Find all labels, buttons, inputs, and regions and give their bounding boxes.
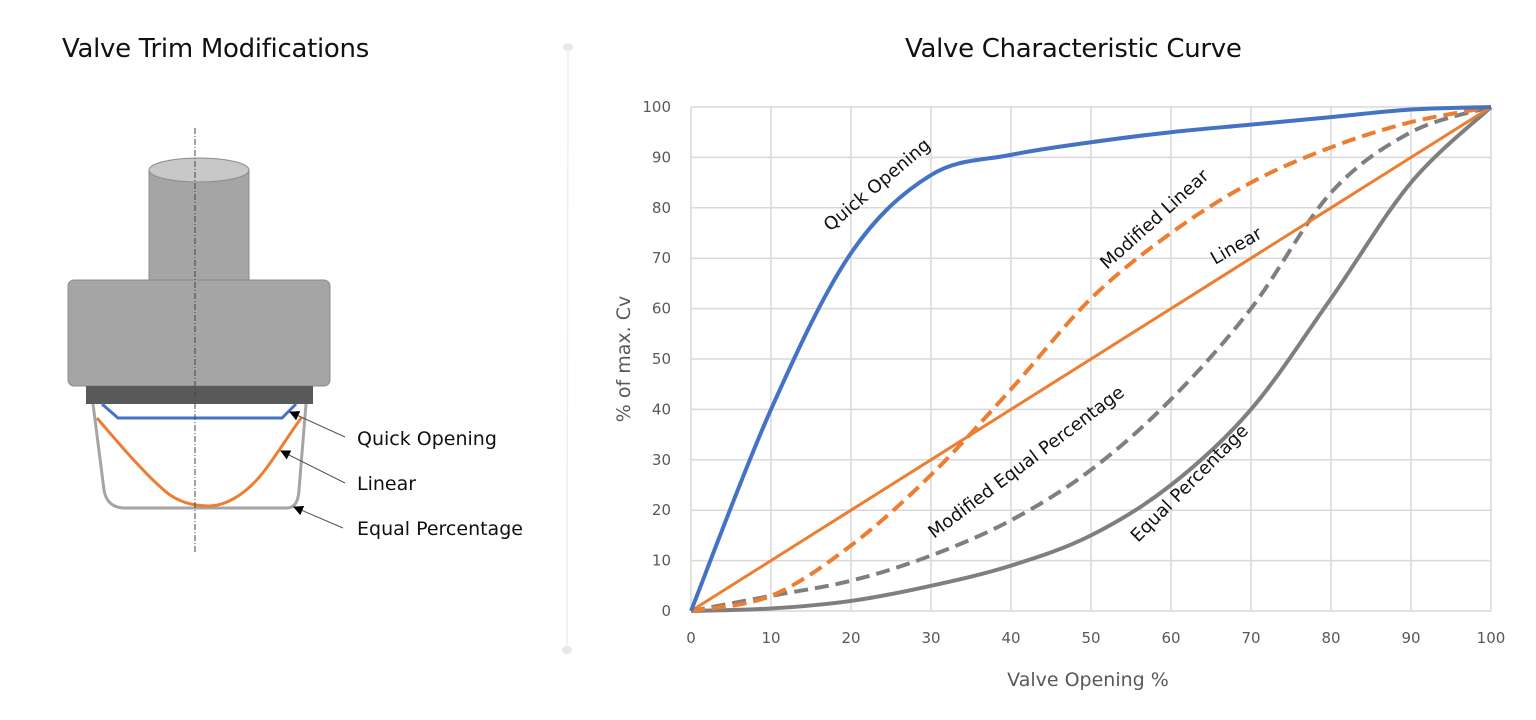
x-axis-ticks: 0 10 20 30 40 50 60 70 80 90 100: [686, 629, 1505, 647]
y-tick-label: 20: [652, 501, 671, 519]
valve-stem: [148, 169, 250, 283]
y-tick-label: 90: [652, 148, 671, 166]
y-tick-label: 0: [661, 602, 671, 620]
quick-opening-label: Quick Opening: [357, 428, 497, 450]
quick-opening-leader-arrow: [289, 411, 346, 438]
x-tick-label: 80: [1321, 629, 1340, 647]
x-tick-label: 60: [1161, 629, 1180, 647]
x-tick-label: 10: [761, 629, 780, 647]
curve-quick-opening: [689, 105, 1492, 612]
y-tick-label: 80: [652, 199, 671, 217]
x-tick-label: 70: [1241, 629, 1260, 647]
equal-percentage-label: Equal Percentage: [357, 518, 523, 540]
y-tick-label: 100: [642, 98, 671, 116]
linear-plug: [95, 416, 304, 508]
y-tick-label: 30: [652, 451, 671, 469]
linear-leader-arrow: [280, 450, 346, 484]
trim-diagram-title: Valve Trim Modifications: [62, 34, 369, 64]
quick-opening-plug: [101, 402, 298, 420]
y-tick-label: 10: [652, 552, 671, 570]
curve-modified-linear: [690, 105, 1492, 613]
x-tick-label: 100: [1477, 629, 1506, 647]
x-tick-label: 30: [921, 629, 940, 647]
x-tick-label: 50: [1081, 629, 1100, 647]
curve-label-linear: Linear: [1207, 223, 1266, 269]
x-tick-label: 20: [841, 629, 860, 647]
valve-body: [67, 279, 331, 387]
y-tick-label: 70: [652, 249, 671, 267]
curve-linear: [690, 105, 1492, 613]
linear-label: Linear: [357, 473, 416, 495]
valve-seat: [86, 386, 313, 404]
equal-percentage-leader-arrow: [293, 505, 344, 529]
chart-title: Valve Characteristic Curve: [905, 34, 1242, 64]
y-tick-label: 40: [652, 400, 671, 418]
x-tick-label: 40: [1001, 629, 1020, 647]
curve-modified-equal-percentage: [690, 105, 1492, 613]
curve-label-equal-percentage: Equal Percentage: [1127, 421, 1253, 547]
y-tick-label: 60: [652, 300, 671, 318]
y-axis-ticks: 0 10 20 30 40 50 60 70 80 90 100: [642, 98, 671, 620]
x-axis-title: Valve Opening %: [1007, 669, 1169, 691]
chart-gridlines: [690, 106, 1492, 612]
panel-divider: [562, 43, 573, 654]
curve-label-modified-linear: Modified Linear: [1096, 165, 1213, 274]
equal-percentage-plug: [91, 403, 308, 510]
valve-characteristic-chart: 0 10 20 30 40 50 60 70 80 90 100 0 10 20 30 40 50 60 70 80…: [613, 98, 1505, 691]
curve-label-modified-equal-percentage: Modified Equal Percentage: [924, 382, 1128, 543]
x-tick-label: 0: [686, 629, 696, 647]
chart-curves: [689, 105, 1493, 613]
curve-equal-percentage: [690, 105, 1493, 613]
y-axis-title: % of max. Cv: [613, 296, 635, 422]
valve-stem-top: [148, 157, 250, 183]
x-tick-label: 90: [1401, 629, 1420, 647]
y-tick-label: 50: [652, 350, 671, 368]
valve-trim-diagram: Quick Opening Linear Equal Percentage: [67, 128, 523, 552]
